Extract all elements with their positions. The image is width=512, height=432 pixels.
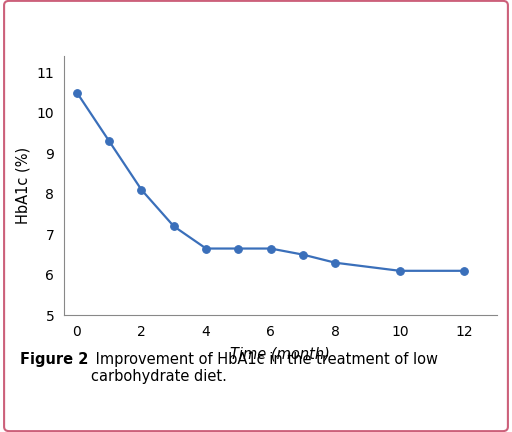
Text: Improvement of HbA1c in the treatment of low
carbohydrate diet.: Improvement of HbA1c in the treatment of… <box>91 352 438 384</box>
Text: Figure 2: Figure 2 <box>20 352 89 367</box>
Y-axis label: HbA1c (%): HbA1c (%) <box>16 147 31 224</box>
X-axis label: Time (month): Time (month) <box>230 346 330 361</box>
